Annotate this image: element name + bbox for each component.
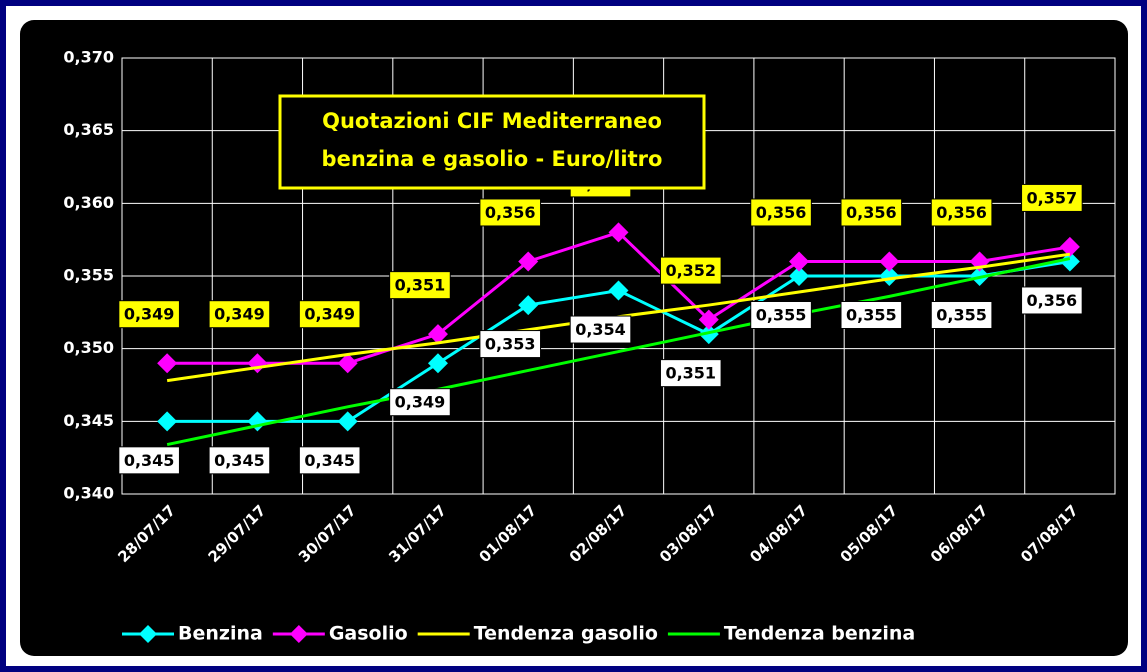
marker [698, 309, 719, 330]
data-label-box [208, 300, 271, 329]
data-label-box [659, 256, 722, 285]
marker [157, 411, 178, 432]
data-label-text: 0,351 [395, 276, 446, 295]
data-label-box [118, 446, 180, 475]
marker [879, 251, 900, 272]
legend-label: Gasolio [329, 623, 408, 645]
data-label-text: 0,345 [214, 451, 265, 470]
data-label-box [479, 198, 542, 227]
y-tick-label: 0,355 [63, 266, 114, 285]
data-label-text: 0,345 [304, 451, 355, 470]
data-label: 0,345 [208, 446, 271, 475]
y-tick-label: 0,345 [63, 411, 114, 430]
marker [518, 295, 539, 316]
data-label: 0,345 [298, 446, 361, 475]
data-label: 0,354 [569, 315, 632, 344]
data-label: 0,351 [659, 359, 722, 388]
data-label: 0,352 [659, 256, 722, 285]
data-label: 0,349 [118, 300, 180, 329]
data-label: 0,357 [1021, 183, 1083, 212]
marker [608, 280, 629, 301]
data-label-text: 0,356 [1027, 291, 1078, 310]
data-label-text: 0,355 [756, 306, 807, 325]
marker [518, 251, 539, 272]
data-label: 0,349 [298, 300, 361, 329]
y-tick-label: 0,360 [63, 193, 114, 212]
marker [337, 353, 358, 374]
data-label-box [750, 301, 812, 329]
data-label: 0,356 [750, 198, 812, 227]
chart-title: Quotazioni CIF Mediterraneo [322, 109, 662, 133]
data-label: 0,345 [118, 446, 180, 475]
data-label-text: 0,356 [756, 203, 807, 222]
data-label: 0,356 [1021, 286, 1083, 315]
legend-label: Tendenza benzina [724, 623, 915, 645]
legend-marker [289, 625, 308, 643]
data-label: 0,356 [930, 198, 993, 227]
data-label: 0,349 [208, 300, 271, 329]
legend-label: Tendenza gasolio [474, 623, 658, 645]
data-label: 0,349 [389, 388, 451, 417]
legend-label: Benzina [178, 623, 263, 645]
marker [1059, 251, 1080, 272]
data-label-text: 0,349 [124, 305, 175, 324]
data-label-box [840, 198, 903, 227]
data-label-text: 0,349 [304, 305, 355, 324]
data-label-text: 0,349 [395, 393, 446, 412]
data-label-box [208, 446, 271, 475]
data-label: 0,355 [750, 301, 812, 329]
data-label: 0,353 [479, 330, 542, 359]
data-label-box [659, 359, 722, 388]
marker [789, 251, 810, 272]
data-label: 0,356 [479, 198, 542, 227]
marker [427, 353, 448, 374]
data-label-box [1021, 286, 1083, 315]
marker [337, 411, 358, 432]
chart-title: benzina e gasolio - Euro/litro [322, 147, 663, 171]
data-label-text: 0,356 [485, 203, 536, 222]
data-label-box [930, 198, 993, 227]
data-label-text: 0,356 [936, 203, 987, 222]
marker [157, 353, 178, 374]
data-label-box [298, 446, 361, 475]
data-label-box [389, 388, 451, 417]
series-line [166, 257, 1071, 447]
data-label: 0,355 [930, 301, 993, 329]
data-label-text: 0,355 [936, 306, 987, 325]
data-label-text: 0,354 [575, 320, 626, 339]
data-label: 0,355 [840, 301, 903, 329]
data-label-box [930, 301, 993, 329]
data-label: 0,356 [840, 198, 903, 227]
marker [1059, 236, 1080, 257]
data-label-text: 0,355 [846, 306, 897, 325]
data-label-text: 0,357 [1027, 188, 1078, 207]
y-tick-label: 0,340 [63, 484, 114, 503]
data-label-text: 0,353 [485, 335, 536, 354]
data-label-text: 0,345 [124, 451, 175, 470]
data-label: 0,351 [389, 271, 451, 300]
data-label-text: 0,356 [846, 203, 897, 222]
legend-marker [139, 625, 157, 643]
data-label-box [118, 300, 180, 329]
title-box [278, 94, 706, 190]
y-tick-label: 0,350 [63, 338, 114, 357]
y-tick-label: 0,365 [63, 120, 114, 139]
y-tick-label: 0,370 [63, 48, 114, 67]
data-label-text: 0,351 [665, 364, 716, 383]
data-label-text: 0,352 [665, 261, 716, 280]
data-label-box [479, 330, 542, 359]
data-label-box [389, 271, 451, 300]
data-label-box [1021, 183, 1083, 212]
marker [427, 324, 448, 345]
data-label-box [750, 198, 812, 227]
data-label-box [840, 301, 903, 329]
marker [608, 222, 629, 243]
data-label-box [298, 300, 361, 329]
data-label-box [569, 315, 632, 344]
marker [789, 266, 810, 286]
data-label-text: 0,349 [214, 305, 265, 324]
